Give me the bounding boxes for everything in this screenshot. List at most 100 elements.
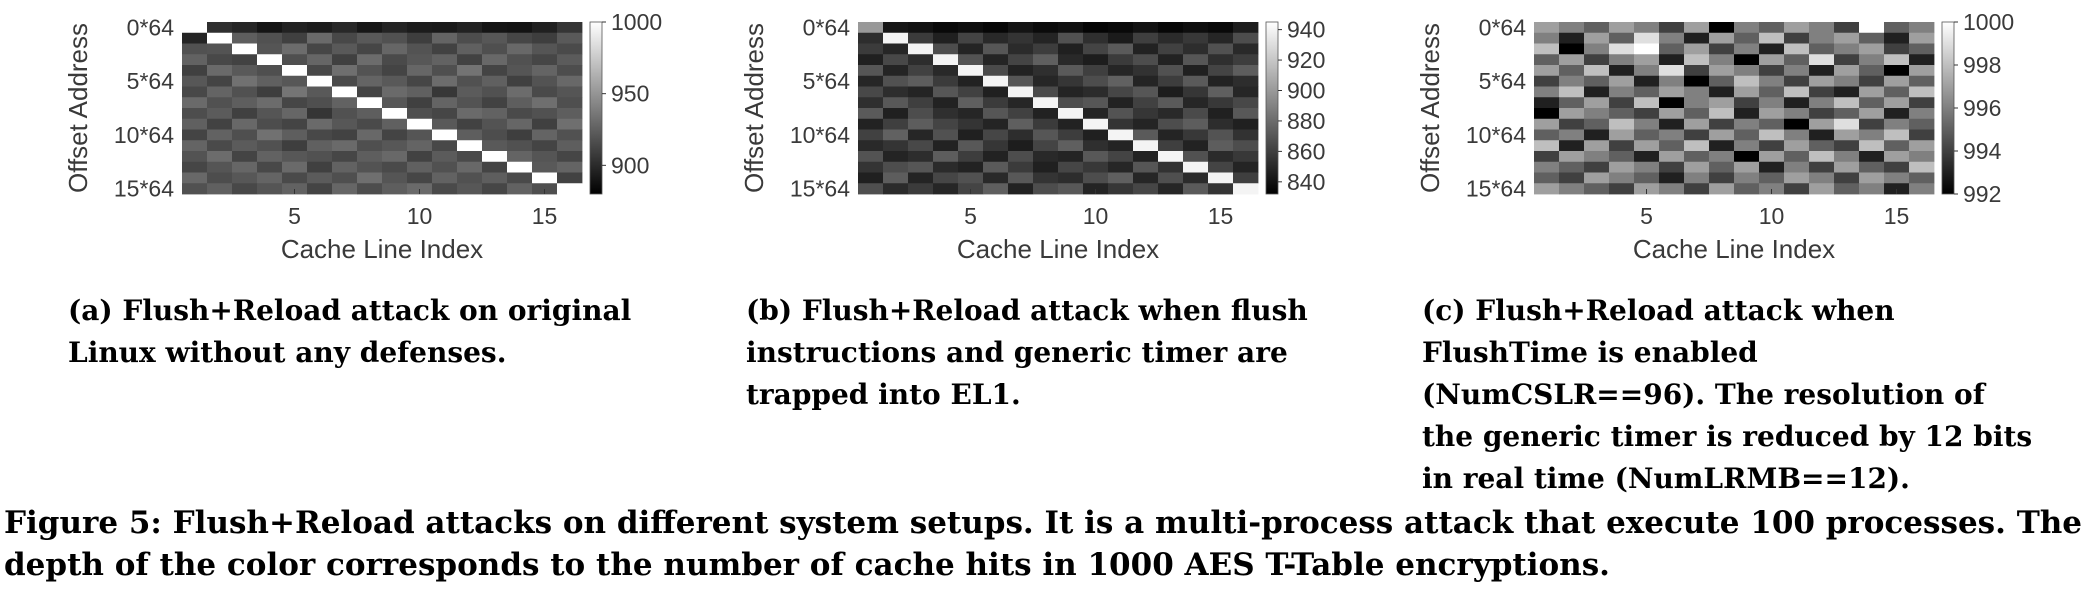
heatmap-cell-a-r6-c2	[232, 86, 258, 98]
heatmap-cell-c-r4-c10	[1784, 65, 1810, 77]
heatmap-cell-b-r1-c15	[1233, 32, 1259, 44]
heatmap-cell-c-r3-c5	[1659, 54, 1685, 66]
heatmap-cell-c-r1-c14	[1884, 32, 1910, 44]
heatmap-cell-b-r12-c5	[983, 151, 1009, 163]
heatmap-cell-a-r15-c0	[182, 183, 208, 195]
heatmap-cell-c-r11-c10	[1784, 140, 1810, 152]
heatmap-cell-b-r14-c9	[1083, 172, 1109, 184]
heatmap-cell-c-r1-c13	[1859, 32, 1885, 44]
heatmap-cell-c-r2-c3	[1609, 43, 1635, 55]
heatmap-cell-c-r7-c13	[1859, 97, 1885, 109]
heatmap-cell-a-r15-c11	[457, 183, 483, 195]
heatmap-cell-b-r15-c7	[1033, 183, 1059, 195]
heatmap-cell-b-r14-c13	[1183, 172, 1209, 184]
heatmap-cell-a-r13-c7	[357, 161, 383, 173]
y-tick-label-a-2: 10*64	[114, 122, 174, 148]
heatmap-cell-c-r9-c2	[1584, 118, 1610, 130]
heatmap-cell-a-r13-c4	[282, 161, 308, 173]
heatmap-cell-a-r10-c8	[382, 129, 408, 141]
heatmap-cell-a-r11-c9	[407, 140, 433, 152]
heatmap-cell-c-r11-c1	[1559, 140, 1585, 152]
heatmap-cell-a-r14-c2	[232, 172, 258, 184]
heatmap-cell-a-r0-c8	[382, 22, 408, 34]
heatmap-cell-c-r10-c10	[1784, 129, 1810, 141]
heatmap-cell-c-r9-c3	[1609, 118, 1635, 130]
colorbar-tick-label-a-1000: 1000	[611, 9, 662, 35]
heatmap-cell-b-r2-c8	[1058, 43, 1084, 55]
heatmap-cell-a-r3-c9	[407, 54, 433, 66]
heatmap-cell-c-r15-c11	[1809, 183, 1835, 195]
y-tick-label-c-2: 10*64	[1466, 122, 1526, 148]
x-tick-label-c-10: 10	[1759, 203, 1785, 229]
heatmap-cell-b-r13-c0	[858, 161, 884, 173]
heatmap-cell-a-r4-c1	[207, 65, 233, 77]
heatmap-cell-a-r2-c7	[357, 43, 383, 55]
heatmap-cell-a-r8-c11	[457, 108, 483, 120]
heatmap-cell-c-r6-c6	[1684, 86, 1710, 98]
heatmap-cell-c-r12-c8	[1734, 151, 1760, 163]
heatmap-panel-b: 5 10 15 0*64 5*64 10*64 15*64 Cache Line Index O…	[739, 14, 1325, 264]
heatmap-cell-c-r5-c9	[1759, 75, 1785, 87]
heatmap-cell-a-r8-c2	[232, 108, 258, 120]
heatmap-cell-c-r14-c2	[1584, 172, 1610, 184]
heatmap-cell-a-r12-c0	[182, 151, 208, 163]
heatmap-cell-c-r0-c13	[1859, 22, 1885, 34]
heatmap-cell-b-r11-c15	[1233, 140, 1259, 152]
heatmap-cell-a-r7-c13	[507, 97, 533, 109]
heatmap-cell-b-r13-c13	[1183, 161, 1209, 173]
heatmap-cell-a-r12-c13	[507, 151, 533, 163]
heatmap-cell-a-r9-c9	[407, 118, 433, 130]
heatmap-cell-c-r2-c5	[1659, 43, 1685, 55]
heatmap-cell-b-r13-c10	[1108, 161, 1134, 173]
heatmap-cell-c-r6-c13	[1859, 86, 1885, 98]
heatmap-cell-c-r8-c3	[1609, 108, 1635, 120]
heatmap-cell-c-r15-c9	[1759, 183, 1785, 195]
heatmap-cell-a-r15-c8	[382, 183, 408, 195]
heatmap-cell-b-r6-c3	[933, 86, 959, 98]
heatmap-cell-b-r7-c13	[1183, 97, 1209, 109]
heatmap-cell-b-r1-c8	[1058, 32, 1084, 44]
heatmap-cell-b-r11-c7	[1033, 140, 1059, 152]
heatmap-cell-b-r15-c4	[958, 183, 984, 195]
heatmap-cell-b-r6-c8	[1058, 86, 1084, 98]
heatmap-cell-a-r14-c10	[432, 172, 458, 184]
heatmap-cell-a-r15-c6	[332, 183, 358, 195]
heatmap-cell-a-r1-c14	[532, 32, 558, 44]
heatmap-cell-b-r11-c3	[933, 140, 959, 152]
heatmap-cell-b-r15-c8	[1058, 183, 1084, 195]
heatmap-cell-c-r8-c8	[1734, 108, 1760, 120]
heatmap-cell-b-r5-c15	[1233, 75, 1259, 87]
heatmap-cell-c-r8-c12	[1834, 108, 1860, 120]
heatmap-cell-c-r15-c4	[1634, 183, 1660, 195]
heatmap-cell-a-r11-c13	[507, 140, 533, 152]
heatmap-cell-a-r0-c13	[507, 22, 533, 34]
x-axis-label-b: Cache Line Index	[957, 234, 1159, 264]
heatmap-cell-a-r13-c2	[232, 161, 258, 173]
heatmap-cell-a-r12-c14	[532, 151, 558, 163]
colorbar-tick-label-a-900: 900	[611, 152, 649, 178]
subcaption-c: (c) Flush+Reload attack when FlushTime i…	[1422, 294, 2033, 495]
heatmap-cell-a-r9-c8	[382, 118, 408, 130]
heatmap-cell-c-r5-c4	[1634, 75, 1660, 87]
heatmap-cell-c-r11-c9	[1759, 140, 1785, 152]
x-axis-label-a: Cache Line Index	[281, 234, 483, 264]
heatmap-cell-b-r14-c10	[1108, 172, 1134, 184]
heatmap-cell-b-r9-c5	[983, 118, 1009, 130]
x-tick-label-c-15: 15	[1884, 203, 1910, 229]
subcaption-b: (b) Flush+Reload attack when flush instr…	[746, 294, 1308, 411]
heatmap-cell-c-r3-c4	[1634, 54, 1660, 66]
heatmap-cell-c-r7-c7	[1709, 97, 1735, 109]
heatmap-cell-b-r1-c9	[1083, 32, 1109, 44]
heatmap-cell-b-r11-c4	[958, 140, 984, 152]
heatmap-cell-b-r1-c10	[1108, 32, 1134, 44]
heatmap-cell-a-r8-c7	[357, 108, 383, 120]
heatmap-cell-b-r1-c4	[958, 32, 984, 44]
heatmap-cell-b-r15-c13	[1183, 183, 1209, 195]
heatmap-cell-b-r10-c7	[1033, 129, 1059, 141]
heatmap-cell-a-r14-c6	[332, 172, 358, 184]
heatmap-cell-b-r2-c12	[1158, 43, 1184, 55]
heatmap-cell-c-r13-c12	[1834, 161, 1860, 173]
heatmap-cell-c-r1-c8	[1734, 32, 1760, 44]
heatmap-cell-c-r0-c15	[1909, 22, 1935, 34]
heatmap-cell-b-r9-c9	[1083, 118, 1109, 130]
